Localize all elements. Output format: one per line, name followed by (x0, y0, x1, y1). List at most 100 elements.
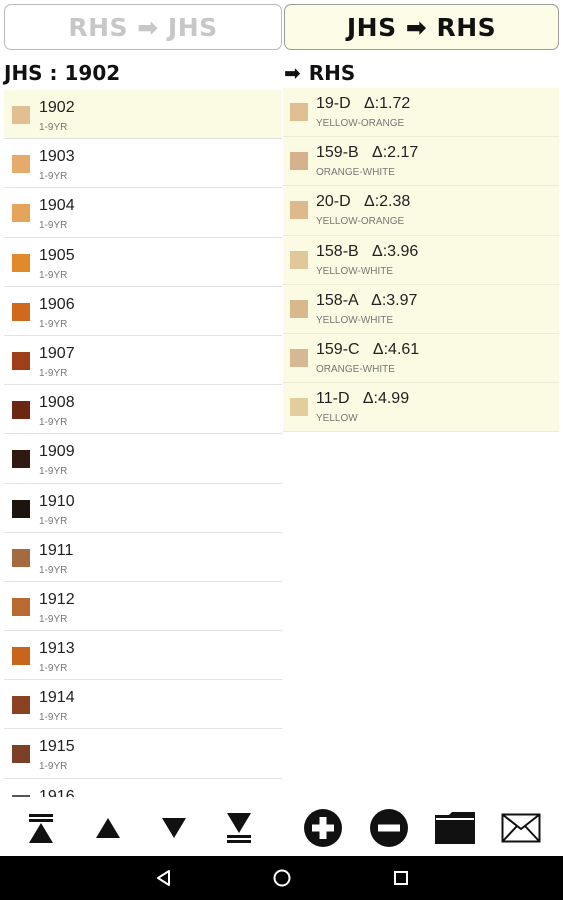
color-swatch (12, 302, 30, 321)
send-mail-button[interactable] (499, 808, 543, 848)
jhs-hue: 1-9YR (39, 367, 68, 379)
color-swatch (12, 745, 30, 764)
rhs-code-delta: 11-D Δ:4.99 (316, 390, 410, 408)
scroll-bottom-button[interactable] (217, 808, 261, 848)
rhs-color-name: YELLOW-ORANGE (316, 118, 405, 129)
jhs-code: 1908 (39, 394, 75, 412)
color-swatch (12, 155, 30, 174)
jhs-hue: 1-9YR (39, 515, 68, 527)
jhs-hue: 1-9YR (39, 466, 68, 478)
jhs-hue: 1-9YR (39, 564, 68, 576)
jhs-code: 1909 (39, 443, 75, 461)
color-swatch (12, 450, 30, 469)
scroll-down-icon (162, 818, 186, 838)
color-swatch (12, 794, 30, 797)
add-icon (304, 809, 342, 847)
jhs-hue: 1-9YR (39, 613, 68, 625)
remove-button[interactable] (367, 808, 411, 848)
mode-toggle: RHS ➡ JHS JHS ➡ RHS (4, 4, 559, 50)
jhs-list-item[interactable]: 1910 1-9YR (4, 484, 282, 533)
jhs-list-item[interactable]: 1907 1-9YR (4, 336, 282, 386)
color-swatch (290, 201, 308, 220)
jhs-hue: 1-9YR (39, 269, 68, 281)
rhs-color-name: ORANGE-WHITE (316, 167, 395, 179)
back-button[interactable] (152, 866, 176, 890)
color-swatch (12, 696, 30, 715)
jhs-hue: 1-9YR (39, 417, 68, 429)
jhs-hue: 1-9YR (39, 122, 68, 133)
back-icon (157, 870, 170, 886)
color-swatch (290, 152, 308, 171)
jhs-hue: 1-9YR (39, 712, 68, 724)
recents-button[interactable] (389, 866, 413, 890)
jhs-list-item[interactable]: 1903 1-9YR (4, 139, 282, 189)
rhs-header: ➡ RHS (284, 60, 355, 86)
rhs-code-delta: 159-C Δ:4.61 (316, 340, 420, 358)
jhs-list-item[interactable]: 1914 1-9YR (4, 680, 282, 730)
jhs-code: 1911 (39, 541, 74, 559)
folder-icon (435, 812, 475, 844)
color-swatch (12, 647, 30, 666)
jhs-hue: 1-9YR (39, 171, 68, 183)
color-swatch (12, 401, 30, 420)
jhs-hue: 1-9YR (39, 761, 68, 773)
rhs-list-item[interactable]: 19-D Δ:1.72 YELLOW-ORANGE (283, 88, 559, 138)
scroll-top-icon (29, 814, 53, 843)
add-button[interactable] (301, 808, 345, 848)
jhs-list-item[interactable]: 1908 1-9YR (4, 385, 282, 435)
scroll-top-button[interactable] (19, 808, 63, 848)
rhs-color-name: ORANGE-WHITE (316, 363, 395, 375)
rhs-color-name: YELLOW (316, 413, 358, 425)
jhs-list-item[interactable]: 1902 1-9YR (4, 90, 282, 140)
scroll-up-button[interactable] (86, 808, 130, 848)
rhs-list-item[interactable]: 158-A Δ:3.97 YELLOW-WHITE (283, 284, 559, 334)
jhs-code: 1906 (39, 295, 75, 313)
jhs-code: 1916 (39, 787, 75, 797)
jhs-code: 1904 (39, 197, 75, 215)
jhs-list-item[interactable]: 1911 1-9YR (4, 533, 282, 582)
jhs-code: 1902 (39, 99, 75, 116)
color-swatch (290, 103, 308, 121)
jhs-header: JHS : 1902 (4, 61, 121, 85)
jhs-code: 1903 (39, 148, 75, 166)
color-swatch (12, 499, 30, 518)
open-folder-button[interactable] (433, 808, 477, 848)
tab-rhs-to-jhs[interactable]: RHS ➡ JHS (4, 4, 282, 50)
jhs-list-item[interactable]: 1909 1-9YR (4, 434, 282, 484)
jhs-code: 1905 (39, 246, 75, 264)
tab-jhs-to-rhs[interactable]: JHS ➡ RHS (284, 4, 559, 50)
jhs-list-item[interactable]: 1915 1-9YR (4, 729, 282, 779)
jhs-code: 1913 (39, 640, 75, 658)
jhs-code: 1910 (39, 492, 75, 510)
recents-icon (394, 871, 408, 885)
rhs-code-delta: 20-D Δ:2.38 (316, 193, 411, 211)
rhs-code-delta: 159-B Δ:2.17 (316, 144, 419, 162)
rhs-list-item[interactable]: 20-D Δ:2.38 YELLOW-ORANGE (283, 186, 559, 236)
rhs-code-delta: 158-B Δ:3.96 (316, 242, 419, 260)
rhs-color-name: YELLOW-ORANGE (316, 216, 405, 228)
jhs-list-item[interactable]: 1916 (4, 779, 282, 797)
jhs-list-item[interactable]: 1904 1-9YR (4, 188, 282, 238)
color-swatch (290, 250, 308, 269)
jhs-list-item[interactable]: 1906 1-9YR (4, 287, 282, 336)
rhs-list-item[interactable]: 158-B Δ:3.96 YELLOW-WHITE (283, 235, 559, 285)
jhs-color-list[interactable]: 1902 1-9YR 1903 1-9YR 1904 1-9YR 1905 1-9YR 1906… (4, 90, 282, 797)
jhs-list-item[interactable]: 1912 1-9YR (4, 582, 282, 632)
rhs-list-item[interactable]: 11-D Δ:4.99 YELLOW (283, 383, 559, 433)
scroll-down-button[interactable] (152, 808, 196, 848)
scroll-bottom-icon (227, 813, 251, 843)
jhs-code: 1912 (39, 590, 75, 608)
home-button[interactable] (270, 866, 294, 890)
rhs-list-item[interactable]: 159-C Δ:4.61 ORANGE-WHITE (283, 333, 559, 384)
rhs-list-item[interactable]: 159-B Δ:2.17 ORANGE-WHITE (283, 137, 559, 187)
jhs-code: 1914 (39, 689, 75, 707)
rhs-header-label: RHS (308, 61, 356, 85)
color-swatch (12, 204, 30, 223)
jhs-list-item[interactable]: 1905 1-9YR (4, 238, 282, 287)
rhs-match-list: 19-D Δ:1.72 YELLOW-ORANGE 159-B Δ:2.17 ORAN… (283, 88, 559, 433)
scroll-up-icon (96, 818, 120, 838)
rhs-color-name: YELLOW-WHITE (316, 265, 394, 277)
android-nav-bar (0, 856, 563, 900)
home-icon (273, 869, 291, 887)
jhs-list-item[interactable]: 1913 1-9YR (4, 631, 282, 681)
